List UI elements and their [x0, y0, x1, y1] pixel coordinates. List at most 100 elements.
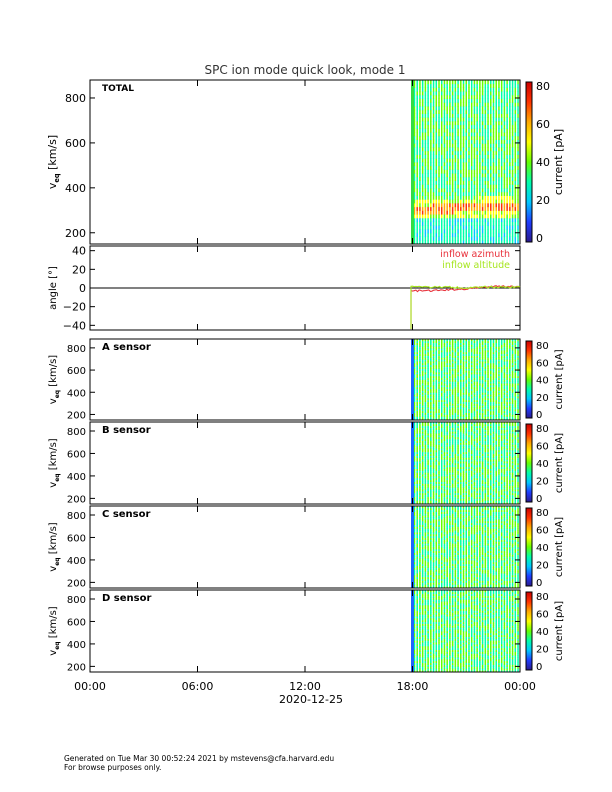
heatmap-cell [449, 109, 451, 114]
heatmap-cell [451, 353, 454, 356]
heatmap-cell [440, 353, 443, 356]
heatmap-cell [440, 199, 443, 204]
heatmap-cell [416, 370, 418, 373]
heatmap-cell [446, 498, 448, 501]
heatmap-cell [509, 87, 511, 92]
heatmap-cell [416, 350, 418, 353]
heatmap-cell [419, 490, 421, 494]
heatmap-cell [454, 416, 457, 419]
heatmap-cell [468, 438, 470, 442]
heatmap-cell [430, 418, 432, 421]
heatmap-cell [440, 425, 443, 428]
heatmap-cell [476, 353, 478, 356]
heatmap-cell [427, 412, 429, 415]
heatmap-cell [495, 353, 497, 356]
heatmap-cell [462, 394, 465, 397]
heatmap-cell [435, 351, 438, 355]
heatmap-cell [503, 217, 506, 223]
heatmap-cell [517, 150, 519, 155]
heatmap-cell [427, 396, 429, 399]
heatmap-cell [465, 379, 467, 382]
heatmap-cell [468, 240, 470, 245]
heatmap-cell [484, 128, 487, 133]
heatmap-cell [492, 490, 495, 494]
heatmap-cell [506, 346, 508, 349]
heatmap-cell [487, 457, 489, 460]
heatmap-cell [500, 386, 503, 390]
heatmap-cell [487, 459, 489, 462]
heatmap-cell [484, 346, 487, 349]
heatmap-cell [440, 397, 443, 401]
heatmap-cell [421, 446, 424, 449]
heatmap-cell [476, 94, 478, 100]
heatmap-cell [476, 392, 478, 395]
heatmap-cell [487, 98, 489, 103]
heatmap-cell [416, 408, 418, 412]
heatmap-cell [500, 368, 503, 371]
heatmap-cell [424, 386, 427, 390]
heatmap-cell [416, 498, 418, 501]
heatmap-cell [413, 154, 416, 159]
heatmap-cell [446, 500, 448, 503]
heatmap-cell [419, 351, 421, 355]
heatmap-cell [492, 91, 495, 96]
heatmap-cell [517, 180, 519, 185]
heatmap-cell [465, 388, 467, 391]
heatmap-cell [484, 446, 487, 449]
heatmap-cell [484, 229, 487, 234]
heatmap-cell [495, 80, 497, 85]
heatmap-cell [440, 436, 443, 440]
heatmap-cell [473, 440, 476, 443]
heatmap-cell [419, 199, 421, 204]
heatmap-cell [443, 373, 446, 377]
heatmap-cell [487, 494, 489, 497]
heatmap-cell [470, 368, 473, 371]
heatmap-cell [443, 139, 446, 144]
heatmap-cell [498, 375, 500, 379]
heatmap-cell [413, 158, 416, 163]
heatmap-cell [427, 408, 429, 412]
heatmap-cell [449, 385, 451, 388]
heatmap-cell [430, 440, 432, 443]
heatmap-cell [468, 455, 470, 458]
heatmap-cell [498, 184, 500, 189]
heatmap-cell [506, 353, 508, 356]
heatmap-cell [435, 350, 438, 353]
heatmap-cell [479, 385, 481, 388]
heatmap-cell [440, 188, 443, 193]
heatmap-cell [492, 479, 495, 483]
heatmap-cell [446, 80, 448, 85]
heatmap-cell [487, 492, 489, 496]
heatmap-cell [454, 180, 457, 185]
heatmap-cell [460, 143, 462, 148]
heatmap-cell [481, 203, 484, 208]
heatmap-cell [479, 403, 481, 406]
heatmap-cell [479, 184, 481, 189]
heatmap-cell [490, 135, 492, 141]
heatmap-cell [430, 427, 432, 430]
heatmap-cell [451, 236, 454, 241]
heatmap-cell [419, 355, 421, 358]
heatmap-cell [416, 399, 418, 402]
heatmap-cell [457, 124, 459, 129]
heatmap-cell [451, 340, 454, 344]
heatmap-cell [511, 418, 514, 421]
heatmap-cell [430, 339, 432, 342]
heatmap-cell [487, 399, 489, 402]
heatmap-cell [506, 214, 508, 219]
heatmap-cell [446, 346, 448, 349]
heatmap-cell [454, 403, 457, 406]
heatmap-cell [443, 361, 446, 364]
heatmap-cell [476, 381, 478, 384]
heatmap-cell [500, 117, 503, 122]
heatmap-cell [473, 139, 476, 144]
heatmap-cell [443, 396, 446, 399]
heatmap-cell [460, 408, 462, 412]
heatmap-cell [492, 188, 495, 193]
heatmap-cell [468, 83, 470, 88]
heatmap-cell [514, 169, 517, 174]
heatmap-cell [440, 361, 443, 364]
heatmap-cell [481, 139, 484, 144]
heatmap-cell [498, 399, 500, 402]
heatmap-cell [454, 91, 457, 96]
